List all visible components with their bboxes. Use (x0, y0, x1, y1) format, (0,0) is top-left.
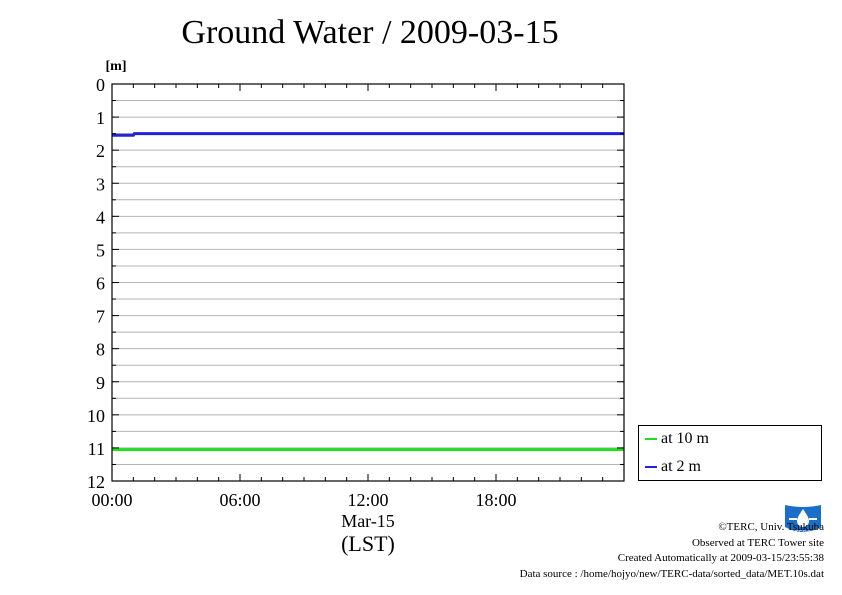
y-axis-label: [m] (106, 59, 127, 74)
y-tick-label: 5 (96, 240, 105, 260)
y-tick-label: 7 (96, 307, 105, 327)
footer: ©TERC, Univ. Tsukuba Observed at TERC To… (520, 520, 824, 582)
y-tick-label: 0 (96, 75, 105, 95)
y-tick-label: 1 (96, 108, 105, 128)
logo-text: TERC (795, 531, 812, 537)
x-date-label: Mar-15 (341, 511, 395, 531)
x-tick-label: 06:00 (219, 490, 260, 510)
legend-item-2m: at 2 m (645, 458, 701, 476)
footer-source: Data source : /home/hojyo/new/TERC-data/… (519, 567, 824, 580)
y-tick-label: 3 (96, 174, 105, 194)
legend-label-10m: at 10 m (661, 430, 709, 447)
footer-created: Created Automatically at 2009-03-15/23:5… (617, 552, 824, 564)
x-unit-label: (LST) (341, 531, 395, 556)
x-tick-label: 00:00 (91, 490, 132, 510)
y-tick-label: 2 (96, 141, 105, 161)
y-tick-label: 10 (87, 406, 105, 426)
grid (112, 100, 624, 465)
y-tick-label: 8 (96, 340, 105, 360)
x-tick-label: 12:00 (347, 490, 388, 510)
y-tick-label: 12 (87, 472, 105, 492)
legend: at 10 m at 2 m (638, 425, 822, 481)
legend-swatch-2m (645, 466, 657, 468)
y-tick-label: 9 (96, 373, 105, 393)
legend-swatch-10m (645, 438, 657, 440)
x-tick-label: 18:00 (475, 490, 516, 510)
legend-item-10m: at 10 m (645, 430, 709, 448)
series-lines (112, 132, 624, 452)
y-tick-label: 11 (88, 439, 105, 459)
footer-observed: Observed at TERC Tower site (691, 536, 824, 549)
y-tick-label: 4 (96, 207, 105, 227)
y-tick-label: 6 (96, 274, 105, 294)
legend-label-2m: at 2 m (661, 458, 701, 475)
axes (111, 83, 625, 482)
footer-copyright: ©TERC, Univ. Tsukuba (718, 521, 824, 533)
chart-title: Ground Water / 2009-03-15 (181, 14, 559, 51)
terc-logo-icon: TERC (785, 505, 821, 537)
series-line-1 (112, 132, 624, 137)
